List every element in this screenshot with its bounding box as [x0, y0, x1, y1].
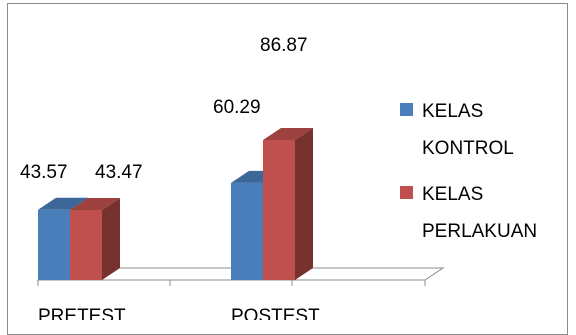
bar-front [38, 209, 70, 280]
legend: KELAS KONTROL KELAS PERLAKUAN [400, 101, 537, 242]
data-label: 60.29 [213, 97, 261, 118]
bar-top [38, 197, 88, 210]
bars-group [38, 128, 313, 280]
legend-label: KELAS [422, 184, 483, 205]
bar-front [70, 209, 102, 280]
legend-swatch [400, 186, 413, 199]
legend-label: KONTROL [422, 138, 514, 159]
bar-front [231, 182, 263, 280]
category-label: PRETEST [38, 306, 126, 320]
bar [263, 128, 313, 280]
category-labels-group: PRETEST POSTEST [38, 306, 320, 320]
legend-swatch [400, 103, 413, 116]
bar-top [70, 197, 120, 210]
bar-chart: 43.57 43.47 60.29 86.87 PRETEST POSTEST KELA… [20, 35, 537, 320]
data-label: 43.57 [20, 162, 68, 183]
bar-front [263, 140, 295, 280]
bar [70, 197, 120, 280]
legend-item: KELAS KONTROL [400, 101, 514, 159]
legend-label: KELAS [422, 101, 483, 122]
bar-side [102, 197, 120, 280]
data-label: 86.87 [260, 35, 308, 56]
data-label: 43.47 [95, 162, 143, 183]
bar-top [263, 128, 313, 140]
category-label: POSTEST [231, 306, 320, 320]
data-labels-group: 43.57 43.47 60.29 86.87 [20, 35, 308, 183]
bar-side [295, 128, 313, 280]
legend-item: KELAS PERLAKUAN [400, 184, 537, 242]
legend-label: PERLAKUAN [422, 221, 537, 242]
